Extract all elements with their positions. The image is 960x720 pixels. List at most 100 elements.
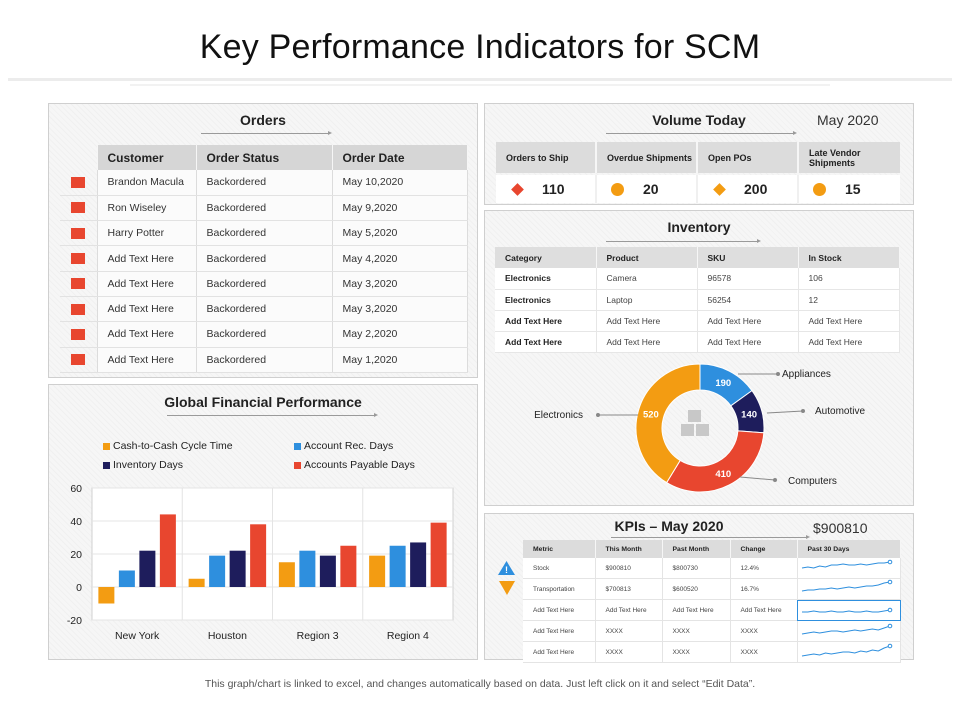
metric-cell: Add Text Here — [523, 641, 596, 663]
table-row[interactable]: Electronics Laptop 56254 12 — [495, 289, 900, 311]
table-row[interactable]: Add Text Here Backordered May 1,2020 — [60, 347, 468, 373]
sparkline-cell-selected — [797, 599, 901, 621]
status-cell: Backordered — [196, 271, 333, 297]
bar — [159, 514, 176, 587]
table-row[interactable]: Add Text Here Backordered May 2,2020 — [60, 321, 468, 348]
change-cell: Add Text Here — [730, 599, 798, 621]
boxes-icon — [681, 410, 709, 436]
column-header-metric[interactable]: Metric — [523, 540, 596, 558]
metric-cell: Transportation — [523, 578, 596, 600]
legend-inventory-days: Inventory Days — [103, 459, 183, 471]
customer-cell: Add Text Here — [97, 245, 197, 272]
bar — [250, 524, 267, 587]
sparkline-endpoint — [887, 643, 892, 649]
column-header-past-30-days[interactable]: Past 30 Days — [797, 540, 901, 558]
volume-values-row: 110 20 200 15 — [496, 175, 900, 203]
table-row[interactable]: Add Text Here Add Text Here Add Text Here A… — [495, 310, 900, 332]
column-header-this-month[interactable]: This Month — [595, 540, 663, 558]
change-cell: XXXX — [730, 641, 798, 663]
bar — [209, 555, 226, 587]
sparkline — [801, 559, 892, 569]
inventory-header-row: Category Product SKU In Stock — [495, 247, 900, 268]
date-cell: May 4,2020 — [332, 245, 468, 272]
legend-label: Inventory Days — [113, 459, 184, 471]
y-tick-label: -20 — [67, 615, 82, 627]
column-header-past-month[interactable]: Past Month — [662, 540, 731, 558]
product-cell: Add Text Here — [596, 310, 698, 332]
date-cell: May 1,2020 — [332, 347, 468, 373]
table-row[interactable]: Add Text Here Add Text Here Add Text Here A… — [495, 331, 900, 353]
table-row[interactable]: Add Text Here Backordered May 3,2020 — [60, 296, 468, 323]
sparkline-endpoint — [887, 607, 892, 613]
column-header-order-date[interactable]: Order Date — [332, 145, 468, 170]
legend-account-rec: Account Rec. Days — [294, 440, 393, 452]
column-header-in-stock[interactable]: In Stock — [798, 247, 900, 268]
sparkline-cell — [797, 578, 901, 600]
sparkline-path — [801, 609, 890, 613]
this-month-cell: XXXX — [595, 620, 663, 642]
flag-icon — [71, 303, 85, 315]
table-row[interactable]: Electronics Camera 96578 106 — [495, 268, 900, 290]
down-arrow-icon-svg — [499, 581, 515, 595]
table-row[interactable]: Stock $900810 $800730 12.4% — [523, 558, 901, 579]
inventory-table: Category Product SKU In Stock Electronic… — [495, 247, 900, 353]
bar — [319, 555, 336, 587]
sparkline-endpoint — [887, 559, 892, 565]
volume-header-late-vendor: Late Vendor Shipments — [799, 142, 900, 173]
past-month-cell: XXXX — [662, 620, 731, 642]
this-month-cell: XXXX — [595, 641, 663, 663]
date-cell: May 9,2020 — [332, 195, 468, 222]
volume-value: 110 — [542, 181, 565, 197]
this-month-cell: $700813 — [595, 578, 663, 600]
volume-value: 200 — [744, 181, 768, 197]
past-month-cell: $600520 — [662, 578, 731, 600]
stock-cell: Add Text Here — [798, 310, 900, 332]
date-cell: May 5,2020 — [332, 220, 468, 247]
stock-cell: 106 — [798, 268, 900, 290]
flag-cell — [60, 271, 98, 297]
table-row[interactable]: Harry Potter Backordered May 5,2020 — [60, 220, 468, 247]
kpi-amount: $900810 — [813, 520, 868, 536]
table-row[interactable]: Add Text Here Backordered May 4,2020 — [60, 245, 468, 272]
sparkline-endpoint — [887, 579, 892, 585]
sparkline-cell — [797, 641, 901, 663]
table-row[interactable]: Add Text Here XXXX XXXX XXXX — [523, 641, 901, 663]
column-header-sku[interactable]: SKU — [697, 247, 799, 268]
table-row[interactable]: Transportation $700813 $600520 16.7% — [523, 578, 901, 600]
svg-text:!: ! — [505, 565, 508, 575]
donut-chart: 190 Appliances 140 Automotive 410 Computers 52… — [534, 363, 865, 493]
past-month-cell: $800730 — [662, 558, 731, 579]
bar — [430, 522, 447, 587]
bar — [410, 542, 427, 587]
column-header-category[interactable]: Category — [495, 247, 597, 268]
flag-icon — [71, 202, 85, 214]
table-row[interactable]: Add Text Here Add Text Here Add Text Here A… — [523, 599, 901, 621]
column-header-order-status[interactable]: Order Status — [196, 145, 333, 170]
volume-late-vendor: 15 — [799, 175, 900, 203]
table-row[interactable]: Add Text Here XXXX XXXX XXXX — [523, 620, 901, 642]
bar — [118, 570, 135, 587]
x-tick-label: Region 3 — [297, 630, 339, 642]
kpi-title-underline — [611, 535, 810, 539]
this-month-cell: $900810 — [595, 558, 663, 579]
orders-title-underline — [201, 131, 332, 135]
column-header-product[interactable]: Product — [596, 247, 698, 268]
volume-overdue: 20 — [597, 175, 698, 203]
column-header-customer[interactable]: Customer — [97, 145, 197, 170]
customer-cell: Add Text Here — [97, 347, 197, 373]
flag-cell — [60, 321, 98, 348]
leader-dot — [773, 478, 777, 482]
table-row[interactable]: Brandon Macula Backordered May 10,2020 — [60, 170, 468, 196]
date-cell: May 10,2020 — [332, 170, 468, 196]
leader-dot — [596, 413, 600, 417]
legend-label: Cash-to-Cash Cycle Time — [113, 440, 233, 452]
table-row[interactable]: Add Text Here Backordered May 3,2020 — [60, 271, 468, 297]
status-cell: Backordered — [196, 220, 333, 247]
column-header-change[interactable]: Change — [730, 540, 798, 558]
sparkline — [801, 643, 892, 657]
customer-cell: Add Text Here — [97, 296, 197, 323]
flag-icon — [71, 278, 85, 290]
table-row[interactable]: Ron Wiseley Backordered May 9,2020 — [60, 195, 468, 222]
leader-dot — [801, 409, 805, 413]
donut-slice — [635, 363, 701, 484]
